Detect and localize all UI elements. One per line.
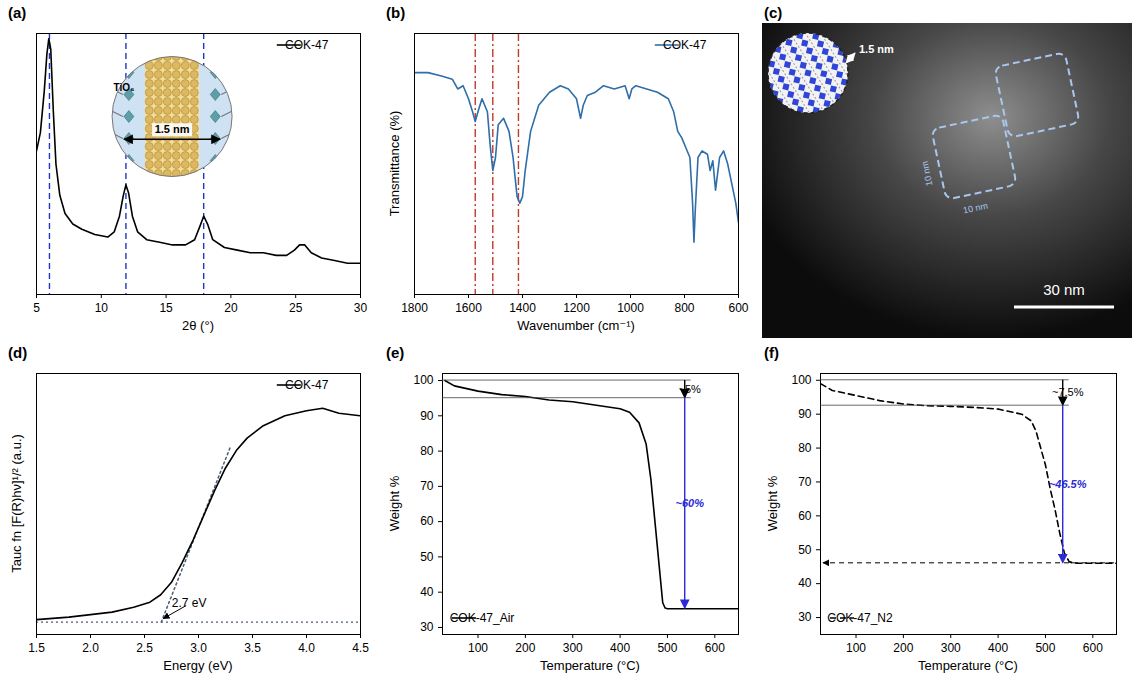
svg-text:60: 60: [420, 514, 434, 528]
svg-text:Temperature (°C): Temperature (°C): [540, 658, 640, 673]
svg-text:20: 20: [224, 301, 238, 315]
svg-text:800: 800: [674, 301, 694, 315]
svg-text:80: 80: [798, 441, 812, 455]
svg-text:Tauc fn [F(R)hν]¹/² (a.u.): Tauc fn [F(R)hν]¹/² (a.u.): [9, 434, 24, 573]
svg-text:2.0: 2.0: [82, 641, 99, 655]
svg-text:3.0: 3.0: [190, 641, 207, 655]
svg-text:50: 50: [420, 550, 434, 564]
svg-text:2θ (°): 2θ (°): [182, 318, 214, 333]
svg-text:Energy (eV): Energy (eV): [163, 658, 232, 673]
svg-text:500: 500: [1035, 641, 1055, 655]
svg-text:Wavenumber (cm⁻¹): Wavenumber (cm⁻¹): [517, 318, 635, 333]
svg-text:COK-47: COK-47: [285, 38, 329, 52]
svg-text:Weight %: Weight %: [387, 475, 402, 531]
svg-text:600: 600: [728, 301, 748, 315]
html-text:(e): (e): [386, 344, 405, 361]
svg-text:300: 300: [563, 641, 583, 655]
svg-text:~46.5%: ~46.5%: [1049, 478, 1087, 490]
svg-text:500: 500: [657, 641, 677, 655]
svg-text:10 nm: 10 nm: [962, 201, 989, 216]
svg-text:2.7 eV: 2.7 eV: [172, 596, 207, 610]
svg-text:70: 70: [798, 475, 812, 489]
svg-text:600: 600: [1083, 641, 1103, 655]
svg-text:COK-47_Air: COK-47_Air: [450, 611, 515, 625]
svg-text:600: 600: [705, 641, 725, 655]
svg-text:~5%: ~5%: [679, 383, 702, 395]
svg-text:COK-47: COK-47: [663, 38, 707, 52]
html-text:(b): (b): [386, 4, 406, 21]
svg-text:15: 15: [159, 301, 173, 315]
html-text:(a): (a): [8, 4, 27, 21]
svg-text:5: 5: [33, 301, 40, 315]
svg-text:1200: 1200: [563, 301, 590, 315]
svg-text:1.5 nm: 1.5 nm: [155, 123, 190, 135]
svg-text:90: 90: [420, 409, 434, 423]
svg-text:COK-47_N2: COK-47_N2: [827, 611, 893, 625]
svg-text:Temperature (°C): Temperature (°C): [918, 658, 1018, 673]
svg-text:Transmittance (%): Transmittance (%): [387, 111, 402, 217]
svg-text:4.0: 4.0: [298, 641, 315, 655]
svg-text:1400: 1400: [509, 301, 536, 315]
svg-text:60: 60: [798, 509, 812, 523]
svg-text:1.5: 1.5: [28, 641, 45, 655]
svg-text:4.5: 4.5: [352, 641, 369, 655]
svg-text:200: 200: [893, 641, 913, 655]
svg-text:400: 400: [988, 641, 1008, 655]
svg-text:30: 30: [798, 610, 812, 624]
svg-text:50: 50: [798, 543, 812, 557]
svg-text:10: 10: [95, 301, 109, 315]
svg-text:1000: 1000: [617, 301, 644, 315]
svg-text:100: 100: [846, 641, 866, 655]
svg-text:30: 30: [354, 301, 368, 315]
svg-text:100: 100: [468, 641, 488, 655]
svg-text:COK-47: COK-47: [285, 378, 329, 392]
svg-text:30: 30: [420, 620, 434, 634]
svg-text:2.5: 2.5: [136, 641, 153, 655]
svg-text:300: 300: [941, 641, 961, 655]
svg-text:~7.5%: ~7.5%: [1052, 386, 1084, 398]
svg-text:200: 200: [515, 641, 535, 655]
svg-text:70: 70: [420, 479, 434, 493]
svg-text:1.5 nm: 1.5 nm: [859, 43, 894, 55]
svg-text:100: 100: [413, 373, 433, 387]
svg-text:90: 90: [798, 407, 812, 421]
svg-text:TiO₆: TiO₆: [114, 82, 135, 93]
html-text:(c): (c): [764, 4, 783, 21]
svg-text:80: 80: [420, 444, 434, 458]
svg-text:400: 400: [610, 641, 630, 655]
svg-text:30 nm: 30 nm: [1043, 281, 1085, 298]
html-text:(d): (d): [8, 344, 28, 361]
svg-text:1600: 1600: [455, 301, 482, 315]
svg-text:10 nm: 10 nm: [920, 160, 935, 187]
svg-text:3.5: 3.5: [244, 641, 261, 655]
svg-text:40: 40: [798, 576, 812, 590]
svg-text:1800: 1800: [401, 301, 428, 315]
html-text:(f): (f): [764, 344, 779, 361]
svg-text:Weight %: Weight %: [765, 475, 780, 531]
svg-text:40: 40: [420, 585, 434, 599]
svg-text:25: 25: [289, 301, 303, 315]
svg-text:100: 100: [791, 373, 811, 387]
svg-text:~60%: ~60%: [675, 497, 704, 509]
